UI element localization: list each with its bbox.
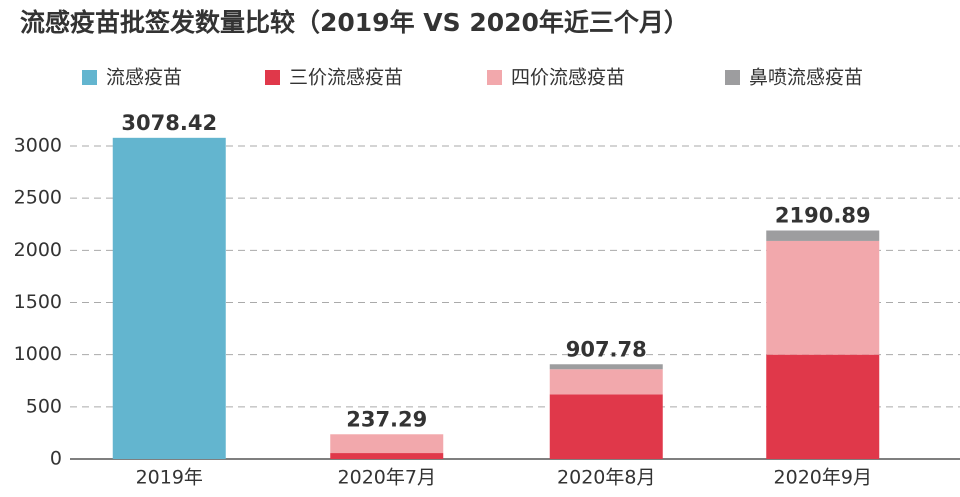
bar-segment xyxy=(549,369,663,395)
legend-swatch xyxy=(487,70,502,85)
total-label: 3078.42 xyxy=(121,111,217,135)
total-label: 907.78 xyxy=(566,337,647,361)
bar-segment xyxy=(549,394,663,459)
y-tick-label: 3000 xyxy=(14,135,62,157)
legend-swatch xyxy=(265,70,280,85)
bar-segment xyxy=(766,240,880,355)
total-label: 237.29 xyxy=(346,407,427,431)
legend-label: 三价流感疫苗 xyxy=(289,67,403,89)
bar-segment xyxy=(766,230,880,241)
legend-label: 四价流感疫苗 xyxy=(511,67,625,89)
x-tick-label: 2020年8月 xyxy=(557,467,655,489)
x-tick-label: 2019年 xyxy=(136,467,203,489)
y-tick-label: 2000 xyxy=(14,239,62,261)
legend-swatch xyxy=(82,70,97,85)
chart-title: 流感疫苗批签发数量比较（2019年 VS 2020年近三个月） xyxy=(20,8,689,37)
bar-segment xyxy=(549,364,663,370)
y-tick-label: 1000 xyxy=(14,343,62,365)
legend-label: 鼻喷流感疫苗 xyxy=(749,67,863,89)
x-tick-label: 2020年7月 xyxy=(338,467,436,489)
y-tick-label: 0 xyxy=(50,448,62,470)
legend-swatch xyxy=(725,70,740,85)
bar-segment xyxy=(766,354,880,459)
bar-segment xyxy=(330,434,444,454)
bar-segment xyxy=(330,453,444,459)
y-tick-label: 2500 xyxy=(14,187,62,209)
y-tick-label: 1500 xyxy=(14,291,62,313)
legend-label: 流感疫苗 xyxy=(106,67,182,89)
x-tick-label: 2020年9月 xyxy=(774,467,872,489)
total-label: 2190.89 xyxy=(775,204,871,228)
y-tick-label: 500 xyxy=(26,395,62,417)
bar-segment xyxy=(112,137,226,459)
